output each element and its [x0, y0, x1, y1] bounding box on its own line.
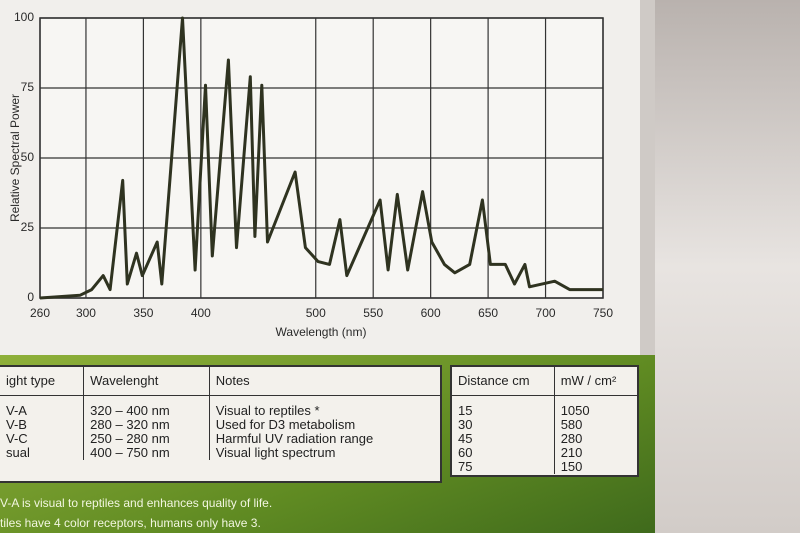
cell: V-B	[6, 417, 27, 432]
cell: 60	[458, 445, 473, 460]
header-row: ight type Wavelenght Notes	[0, 367, 440, 396]
x-tick-label: 650	[478, 306, 498, 320]
cell: Used for D3 metabolism	[208, 418, 440, 432]
row: V-A 320 – 400 nm Visual to reptiles *	[0, 395, 440, 418]
x-tick-label: 350	[133, 306, 153, 320]
x-tick-label: 600	[421, 306, 441, 320]
y-tick-label: 50	[21, 150, 35, 164]
distance-table: Distance cm mW / cm² 15 1050 30 580 45 280 60 210…	[452, 367, 637, 474]
cell: Visual light spectrum	[208, 446, 440, 460]
cell: 320 – 400 nm	[83, 395, 210, 418]
x-tick-label: 700	[536, 306, 556, 320]
row: V-C 250 – 280 nm Harmful UV radiation rang…	[0, 432, 440, 446]
cell: 45	[458, 431, 473, 446]
cell: Visual to reptiles *	[208, 395, 440, 418]
row: 75 150	[452, 460, 637, 474]
cell: 30	[458, 417, 473, 432]
cell: 580	[553, 418, 637, 432]
header-cell: Notes	[208, 367, 440, 396]
cell: V-A	[6, 403, 27, 418]
cell: Harmful UV radiation range	[208, 432, 440, 446]
x-tick-label: 260	[30, 306, 50, 320]
x-tick-label: 500	[306, 306, 326, 320]
cell: 280	[553, 432, 637, 446]
row: V-B 280 – 320 nm Used for D3 metabolism	[0, 418, 440, 432]
cell: 1050	[553, 395, 637, 418]
types-table: ight type Wavelenght Notes V-A 320 – 400 nm V…	[0, 367, 440, 460]
cell: V-C	[6, 431, 28, 446]
cell: 280 – 320 nm	[83, 418, 210, 432]
row: 30 580	[452, 418, 637, 432]
x-tick-label: 400	[191, 306, 211, 320]
spectrum-line	[39, 16, 603, 300]
x-tick-label: 550	[363, 306, 383, 320]
cell: sual	[6, 445, 30, 460]
cell: 210	[553, 446, 637, 460]
row: sual 400 – 750 nm Visual light spectrum	[0, 446, 440, 460]
y-tick-label: 25	[21, 220, 35, 234]
cell: 15	[458, 403, 473, 418]
header-cell: Distance cm	[452, 367, 555, 396]
y-tick-label: 0	[27, 290, 34, 304]
row: 60 210	[452, 446, 637, 460]
header-cell: mW / cm²	[553, 367, 637, 396]
background-fabric	[655, 0, 800, 533]
types-table-panel: ight type Wavelenght Notes V-A 320 – 400 nm V…	[0, 365, 442, 483]
footnote: V-A is visual to reptiles and enhances q…	[0, 496, 273, 510]
header-cell: Wavelenght	[83, 367, 210, 396]
cell: 75	[458, 459, 473, 474]
x-tick-label: 300	[76, 306, 96, 320]
cell: 400 – 750 nm	[83, 446, 210, 460]
x-tick-label: 750	[593, 306, 613, 320]
cell: 250 – 280 nm	[83, 432, 210, 446]
header-cell: ight type	[0, 367, 84, 396]
chart: Relative Spectral Power Wavelength (nm) …	[8, 10, 613, 339]
row: 45 280	[452, 432, 637, 446]
footnote: tiles have 4 color receptors, humans onl…	[0, 516, 261, 530]
x-axis-label: Wavelength (nm)	[276, 325, 367, 339]
distance-table-panel: Distance cm mW / cm² 15 1050 30 580 45 280 60 210…	[450, 365, 639, 477]
row: 15 1050	[452, 395, 637, 418]
header-row: Distance cm mW / cm²	[452, 367, 637, 396]
y-axis-label: Relative Spectral Power	[8, 94, 22, 222]
cell: 150	[553, 460, 637, 474]
y-tick-label: 75	[21, 80, 35, 94]
y-tick-label: 100	[14, 10, 34, 24]
